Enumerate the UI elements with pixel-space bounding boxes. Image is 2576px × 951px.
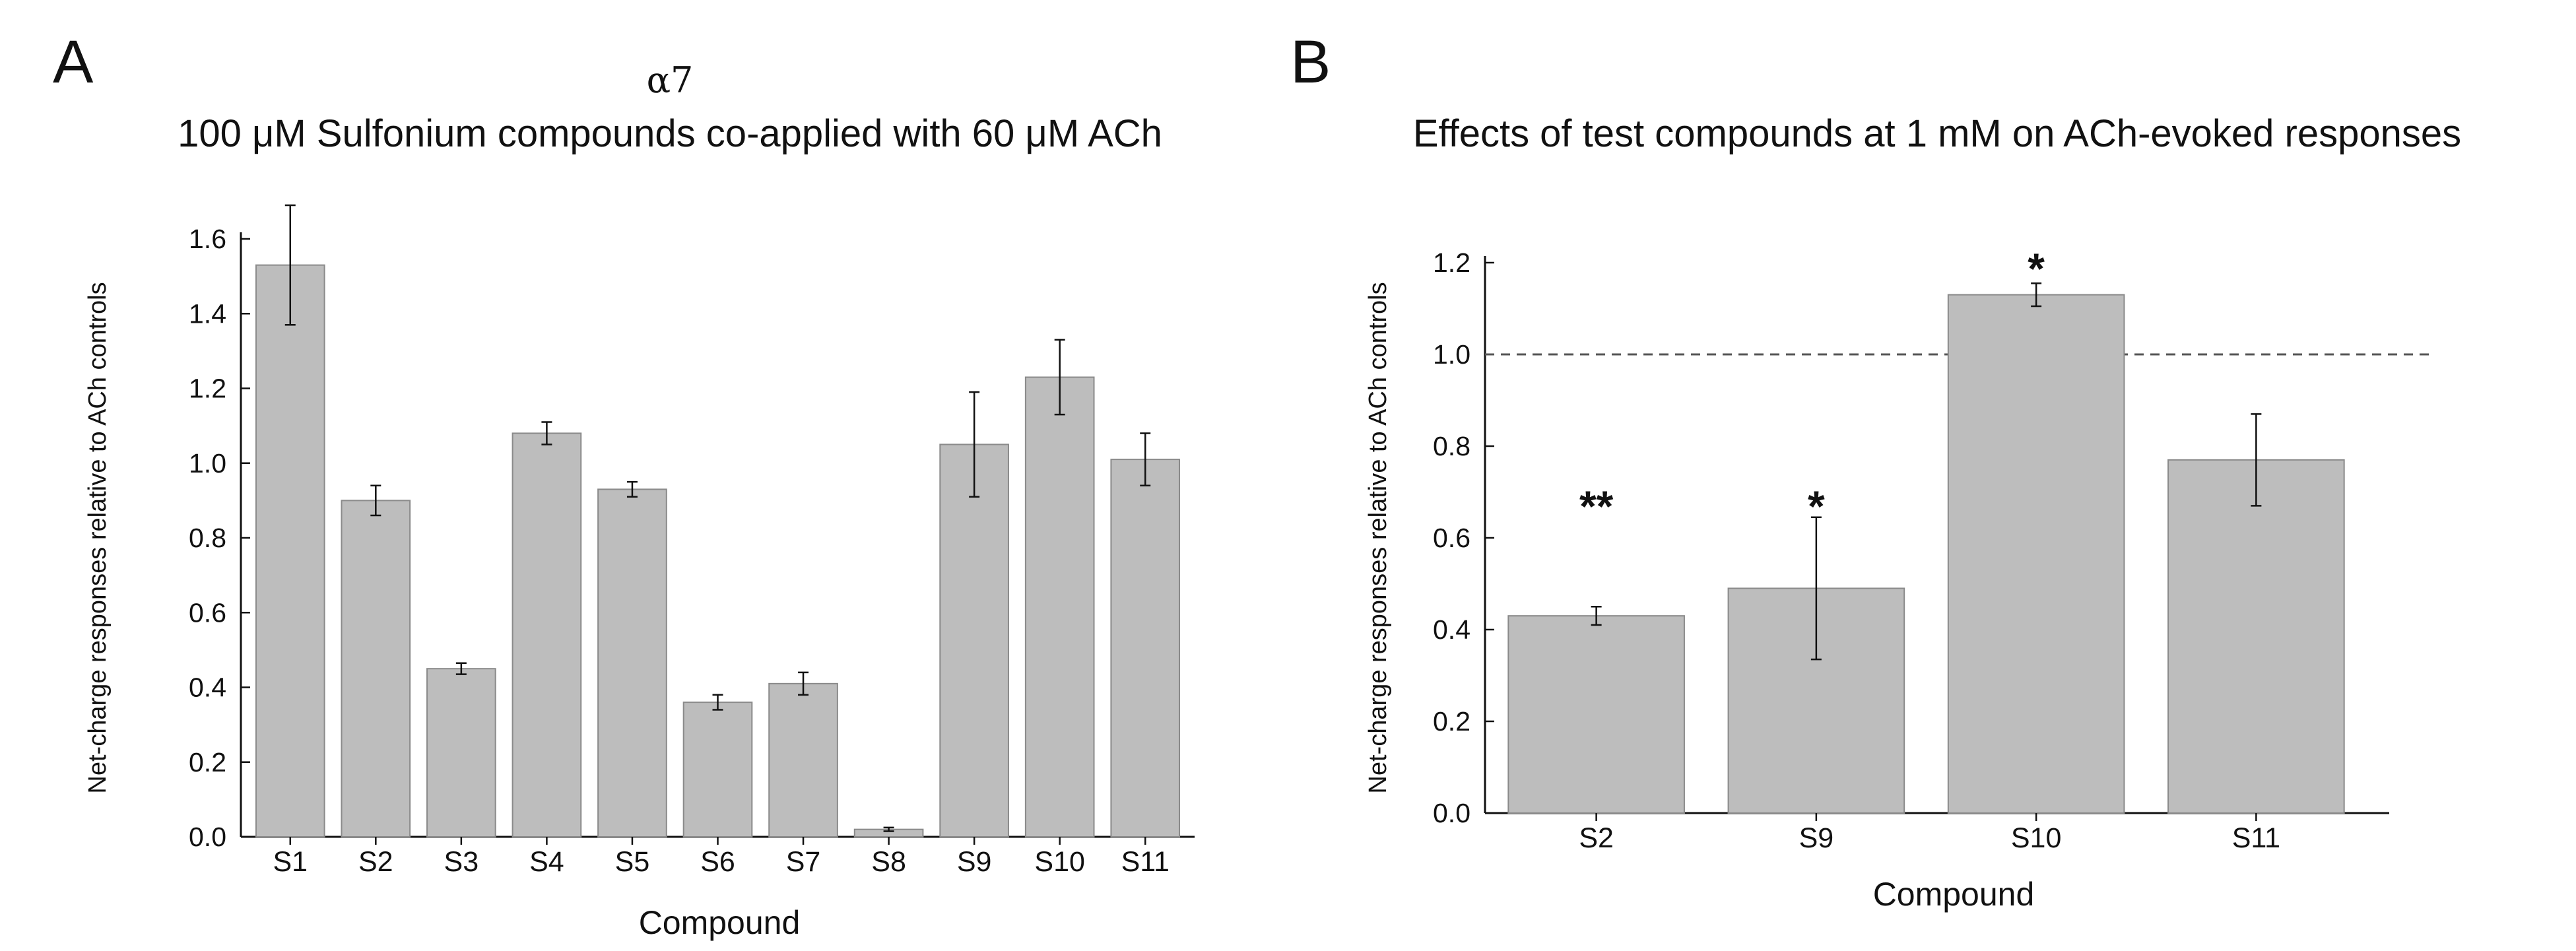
panel-b-chart: B Effects of test compounds at 1 mM on A… <box>1290 28 2461 913</box>
panel-b-title: Effects of test compounds at 1 mM on ACh… <box>1413 112 2461 155</box>
panel-a-y-tick-label: 1.6 <box>189 224 226 254</box>
panel-a-y-tick-label: 1.4 <box>189 298 226 329</box>
panel-a-bar-s3 <box>426 668 496 837</box>
panel-a-bar-s7 <box>768 682 838 838</box>
panel-a-y-axis-label: Net-charge responses relative to ACh con… <box>84 282 112 793</box>
panel-a-y-tick-label: 0.6 <box>189 597 226 628</box>
panel-a-title-line1: α7 <box>647 59 694 101</box>
panel-b-y-axis-label: Net-charge responses relative to ACh con… <box>1364 282 1392 793</box>
panel-a-y-tick-label: 1.0 <box>189 448 226 478</box>
panel-a-x-tick-label: S1 <box>273 846 308 878</box>
panel-a-bar-s1 <box>255 264 325 837</box>
panel-a-y-tick-label: 1.2 <box>189 374 226 404</box>
panel-b-y-tick-label: 0.6 <box>1433 523 1470 553</box>
panel-b-x-tick-label: S11 <box>2232 822 2280 854</box>
panel-b-y-tick-label: 0.0 <box>1433 798 1470 828</box>
panel-a-y-tick-label: 0.2 <box>189 747 226 777</box>
panel-b-y-tick-label: 0.2 <box>1433 706 1470 737</box>
panel-b-x-tick-label: S10 <box>2011 822 2062 854</box>
panel-a-x-tick-label: S2 <box>358 846 393 878</box>
panel-a-x-tick-label: S7 <box>786 846 821 878</box>
panel-b-x-tick-label: S2 <box>1579 822 1614 854</box>
panel-a-x-tick-label: S3 <box>444 846 479 878</box>
panel-b-y-tick-label: 0.4 <box>1433 614 1470 645</box>
panel-a-y-tick-label: 0.8 <box>189 523 226 553</box>
panel-b-significance-marker: * <box>2028 244 2045 293</box>
panel-a-label: A <box>53 28 94 96</box>
panel-a-x-tick-label: S5 <box>615 846 650 878</box>
panel-b-significance-marker: ** <box>1579 482 1614 531</box>
panel-a-bar-s4 <box>512 432 582 837</box>
panel-b-bar-s11 <box>2167 459 2345 814</box>
panel-b-x-axis-label: Compound <box>1873 876 2035 913</box>
panel-b-x-tick-label: S9 <box>1799 822 1834 854</box>
panel-b-bar-s10 <box>1947 294 2125 814</box>
panel-a-x-tick-label: S11 <box>1121 846 1170 878</box>
panel-a-title: 100 μM Sulfonium compounds co-applied wi… <box>178 112 1162 155</box>
panel-a-y-tick-label: 0.0 <box>189 822 226 852</box>
panel-a-bar-s6 <box>682 702 753 838</box>
panel-a-x-tick-label: S9 <box>957 846 992 878</box>
panel-a-x-tick-label: S4 <box>529 846 564 878</box>
panel-a-bar-s11 <box>1110 459 1181 837</box>
panel-b-label: B <box>1290 28 1331 96</box>
panel-b-y-tick-label: 1.0 <box>1433 339 1470 370</box>
panel-a-x-tick-label: S6 <box>700 846 735 878</box>
panel-a-bar-s10 <box>1024 376 1095 837</box>
panel-b-significance-marker: * <box>1808 482 1825 531</box>
panel-b-bar-s2 <box>1507 615 1685 814</box>
panel-a-bar-s2 <box>341 500 411 837</box>
panel-b-y-tick-label: 0.8 <box>1433 431 1470 461</box>
panel-a-y-tick-label: 0.4 <box>189 672 226 703</box>
panel-a-x-tick-label: S10 <box>1034 846 1085 878</box>
panel-b-y-tick-label: 1.2 <box>1433 247 1470 278</box>
panel-a-bar-s5 <box>597 488 667 837</box>
panel-a-x-tick-label: S8 <box>871 846 906 878</box>
panel-a-x-axis-label: Compound <box>639 904 801 941</box>
panel-a-chart: A α7 100 μM Sulfonium compounds co-appli… <box>53 28 1195 941</box>
panel-a-bar-s9 <box>939 443 1009 837</box>
